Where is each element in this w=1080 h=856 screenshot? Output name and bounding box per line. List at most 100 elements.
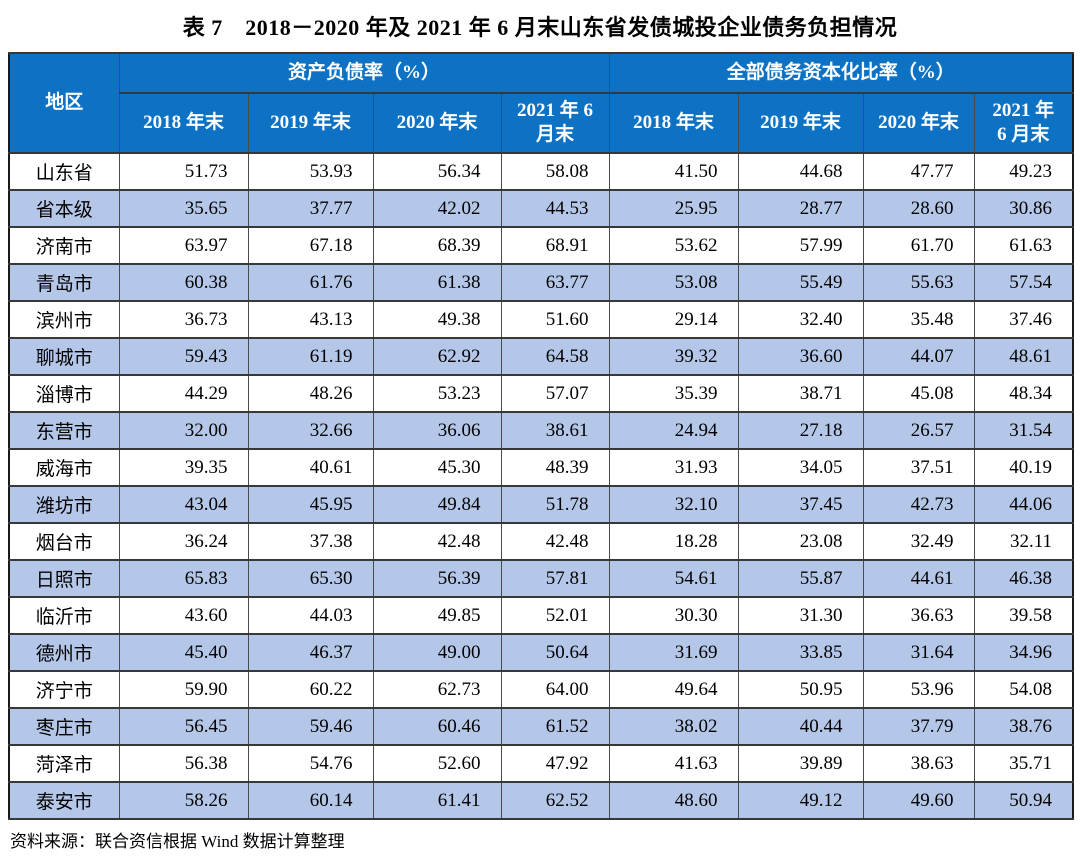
value-cell: 37.38: [247, 522, 374, 561]
value-cell: 26.57: [862, 411, 975, 450]
value-cell: 36.24: [118, 522, 249, 561]
value-cell: 47.92: [500, 744, 610, 783]
value-cell: 55.49: [737, 263, 864, 302]
value-cell: 45.95: [247, 485, 374, 524]
value-cell: 38.71: [737, 374, 864, 413]
table-row: 临沂市 43.60 44.03 49.85 52.01 30.30 31.30 …: [8, 596, 1074, 635]
value-cell: 25.95: [608, 189, 739, 228]
value-cell: 44.53: [500, 189, 610, 228]
table-row: 泰安市 58.26 60.14 61.41 62.52 48.60 49.12 …: [8, 781, 1074, 820]
region-cell: 淄博市: [8, 374, 120, 413]
table-row: 滨州市 36.73 43.13 49.38 51.60 29.14 32.40 …: [8, 300, 1074, 339]
value-cell: 68.91: [500, 226, 610, 265]
value-cell: 32.00: [118, 411, 249, 450]
value-cell: 37.45: [737, 485, 864, 524]
value-cell: 58.26: [118, 781, 249, 820]
debt-burden-table: 地区 资产负债率（%） 全部债务资本化比率（%） 2018 年末 2019 年末…: [8, 52, 1075, 820]
value-cell: 44.61: [862, 559, 975, 598]
value-cell: 43.60: [118, 596, 249, 635]
table-row: 济南市 63.97 67.18 68.39 68.91 53.62 57.99 …: [8, 226, 1074, 265]
value-cell: 62.92: [372, 337, 502, 376]
region-cell: 潍坊市: [8, 485, 120, 524]
table-row: 德州市 45.40 46.37 49.00 50.64 31.69 33.85 …: [8, 633, 1074, 672]
value-cell: 31.93: [608, 448, 739, 487]
value-cell: 65.83: [118, 559, 249, 598]
value-cell: 35.65: [118, 189, 249, 228]
value-cell: 44.06: [973, 485, 1074, 524]
column-header-region: 地区: [8, 52, 120, 154]
value-cell: 60.22: [247, 670, 374, 709]
region-cell: 山东省: [8, 152, 120, 191]
value-cell: 49.00: [372, 633, 502, 672]
value-cell: 42.48: [500, 522, 610, 561]
value-cell: 36.06: [372, 411, 502, 450]
region-cell: 枣庄市: [8, 707, 120, 746]
value-cell: 28.77: [737, 189, 864, 228]
table-row: 东营市 32.00 32.66 36.06 38.61 24.94 27.18 …: [8, 411, 1074, 450]
value-cell: 40.19: [973, 448, 1074, 487]
table-row: 日照市 65.83 65.30 56.39 57.81 54.61 55.87 …: [8, 559, 1074, 598]
value-cell: 44.07: [862, 337, 975, 376]
value-cell: 32.49: [862, 522, 975, 561]
value-cell: 61.76: [247, 263, 374, 302]
value-cell: 61.63: [973, 226, 1074, 265]
region-cell: 菏泽市: [8, 744, 120, 783]
value-cell: 61.19: [247, 337, 374, 376]
value-cell: 35.39: [608, 374, 739, 413]
value-cell: 37.51: [862, 448, 975, 487]
value-cell: 52.01: [500, 596, 610, 635]
value-cell: 44.03: [247, 596, 374, 635]
value-cell: 42.73: [862, 485, 975, 524]
region-cell: 省本级: [8, 189, 120, 228]
table-row: 济宁市 59.90 60.22 62.73 64.00 49.64 50.95 …: [8, 670, 1074, 709]
value-cell: 30.86: [973, 189, 1074, 228]
value-cell: 64.00: [500, 670, 610, 709]
value-cell: 41.63: [608, 744, 739, 783]
value-cell: 64.58: [500, 337, 610, 376]
value-cell: 32.40: [737, 300, 864, 339]
value-cell: 35.71: [973, 744, 1074, 783]
column-group-asset-liability-ratio: 资产负债率（%）: [118, 52, 610, 94]
value-cell: 57.07: [500, 374, 610, 413]
value-cell: 23.08: [737, 522, 864, 561]
value-cell: 38.63: [862, 744, 975, 783]
region-cell: 临沂市: [8, 596, 120, 635]
value-cell: 56.34: [372, 152, 502, 191]
value-cell: 29.14: [608, 300, 739, 339]
column-header-2021h1: 2021 年 6 月末: [973, 92, 1074, 154]
value-cell: 37.79: [862, 707, 975, 746]
region-cell: 威海市: [8, 448, 120, 487]
value-cell: 59.43: [118, 337, 249, 376]
value-cell: 50.95: [737, 670, 864, 709]
value-cell: 31.69: [608, 633, 739, 672]
value-cell: 57.54: [973, 263, 1074, 302]
value-cell: 58.08: [500, 152, 610, 191]
region-cell: 聊城市: [8, 337, 120, 376]
value-cell: 47.77: [862, 152, 975, 191]
value-cell: 45.40: [118, 633, 249, 672]
value-cell: 54.08: [973, 670, 1074, 709]
value-cell: 49.38: [372, 300, 502, 339]
value-cell: 50.64: [500, 633, 610, 672]
value-cell: 52.60: [372, 744, 502, 783]
value-cell: 24.94: [608, 411, 739, 450]
table-row: 烟台市 36.24 37.38 42.48 42.48 18.28 23.08 …: [8, 522, 1074, 561]
table-row: 菏泽市 56.38 54.76 52.60 47.92 41.63 39.89 …: [8, 744, 1074, 783]
value-cell: 55.63: [862, 263, 975, 302]
value-cell: 30.30: [608, 596, 739, 635]
value-cell: 48.34: [973, 374, 1074, 413]
value-cell: 36.60: [737, 337, 864, 376]
value-cell: 53.96: [862, 670, 975, 709]
value-cell: 61.52: [500, 707, 610, 746]
value-cell: 41.50: [608, 152, 739, 191]
value-cell: 55.87: [737, 559, 864, 598]
column-header-2020: 2020 年末: [372, 92, 502, 154]
value-cell: 60.14: [247, 781, 374, 820]
column-header-2019: 2019 年末: [737, 92, 864, 154]
value-cell: 32.66: [247, 411, 374, 450]
value-cell: 49.85: [372, 596, 502, 635]
value-cell: 57.81: [500, 559, 610, 598]
value-cell: 53.08: [608, 263, 739, 302]
value-cell: 49.64: [608, 670, 739, 709]
